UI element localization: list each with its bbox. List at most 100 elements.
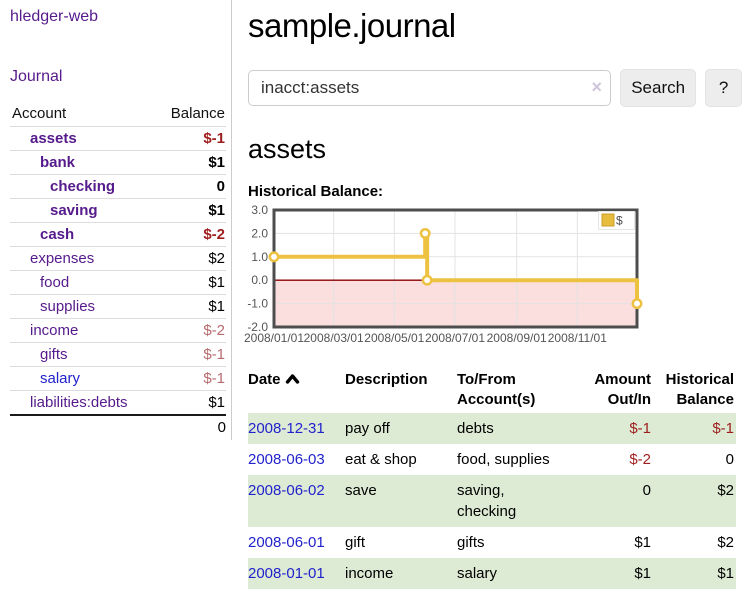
- column-header-accounts: To/From Account(s): [457, 371, 536, 408]
- svg-text:0.0: 0.0: [251, 273, 268, 287]
- svg-text:-1.0: -1.0: [247, 297, 268, 311]
- svg-text:3.0: 3.0: [251, 203, 268, 217]
- search-button[interactable]: Search: [620, 69, 697, 107]
- transaction-balance: $-1: [653, 413, 736, 444]
- account-link[interactable]: supplies: [40, 298, 96, 315]
- account-row: liabilities:debts $1: [10, 390, 226, 415]
- search-bar: × Search ?: [248, 69, 742, 107]
- transaction-row: 2008-06-01 gift gifts $1 $2: [248, 527, 736, 558]
- transaction-row: 2008-06-02 save saving, checking 0 $2: [248, 475, 736, 527]
- transaction-date-link[interactable]: 2008-06-01: [248, 534, 325, 551]
- svg-text:2008/07/01: 2008/07/01: [425, 331, 485, 345]
- transaction-amount: $-1: [575, 413, 653, 444]
- sidebar-item-journal[interactable]: Journal: [10, 68, 63, 85]
- transaction-accounts: salary: [457, 558, 575, 589]
- transaction-amount: $-2: [629, 451, 651, 468]
- account-link[interactable]: checking: [50, 178, 116, 195]
- account-row: cash $-2: [10, 222, 226, 247]
- sidebar: hledger-web Journal Account Balance asse…: [0, 0, 232, 440]
- account-balance: $1: [155, 390, 226, 415]
- account-row: expenses $2: [10, 246, 226, 271]
- chart-title: Historical Balance:: [248, 183, 384, 200]
- account-balance: $-2: [155, 318, 226, 343]
- transaction-date-link[interactable]: 2008-12-31: [248, 420, 325, 437]
- transaction-accounts: gifts: [457, 534, 485, 551]
- transaction-accounts: food, supplies: [457, 451, 550, 468]
- account-link[interactable]: cash: [40, 226, 75, 243]
- search-input[interactable]: [248, 70, 611, 106]
- transaction-date-link[interactable]: 2008-06-03: [248, 451, 325, 468]
- account-balance: $-1: [155, 366, 226, 391]
- account-row: bank $1: [10, 150, 226, 175]
- transaction-row: 2008-01-01 income salary $1 $1: [248, 558, 736, 589]
- svg-text:-2.0: -2.0: [247, 320, 268, 334]
- transaction-amount: $1: [575, 558, 653, 589]
- transaction-description: save: [345, 475, 457, 527]
- account-link[interactable]: saving: [50, 202, 98, 219]
- account-row: saving $1: [10, 198, 226, 223]
- transaction-row: 2008-12-31 pay off debts $-1 $-1: [248, 413, 736, 444]
- account-row: assets $-1: [10, 126, 226, 151]
- account-row: income $-2: [10, 318, 226, 343]
- account-link[interactable]: expenses: [30, 250, 95, 267]
- account-balance: $2: [155, 246, 226, 271]
- transaction-amount: $1: [634, 534, 651, 551]
- account-balance: $1: [155, 150, 226, 175]
- transaction-description: gift: [345, 534, 366, 551]
- account-heading: assets: [248, 134, 327, 164]
- transaction-balance: $2: [717, 534, 734, 551]
- column-header-balance: Historical Balance: [665, 371, 734, 408]
- transaction-accounts: saving, checking: [457, 475, 575, 527]
- account-link[interactable]: bank: [40, 154, 76, 171]
- account-balance: $1: [155, 294, 226, 319]
- svg-text:1.0: 1.0: [251, 250, 268, 264]
- svg-text:2.0: 2.0: [251, 226, 268, 240]
- account-link[interactable]: income: [30, 322, 79, 339]
- clear-search-icon[interactable]: ×: [591, 77, 602, 97]
- svg-text:2008/09/01: 2008/09/01: [487, 331, 547, 345]
- transactions-header-row: Date Description To/From Account(s) Amoun…: [248, 367, 736, 413]
- account-link[interactable]: liabilities:debts: [30, 394, 128, 411]
- accounts-table: Account Balance assets $-1 bank $1 check…: [10, 102, 226, 439]
- svg-text:2008/11/01: 2008/11/01: [548, 331, 607, 345]
- brand-link[interactable]: hledger-web: [10, 8, 99, 25]
- svg-text:2008/05/01: 2008/05/01: [364, 331, 424, 345]
- account-row: salary $-1: [10, 366, 226, 391]
- transaction-date-link[interactable]: 2008-01-01: [248, 565, 325, 582]
- transaction-balance: 0: [725, 451, 734, 468]
- account-link[interactable]: assets: [30, 130, 77, 147]
- transaction-balance: $2: [653, 475, 736, 527]
- svg-text:2008/01/01: 2008/01/01: [244, 331, 304, 345]
- account-row: checking 0: [10, 174, 226, 199]
- account-balance: $1: [155, 270, 226, 295]
- account-row: food $1: [10, 270, 226, 295]
- help-button[interactable]: ?: [705, 69, 742, 107]
- account-balance: $1: [155, 198, 226, 223]
- transaction-row: 2008-06-03 eat & shop food, supplies $-2…: [248, 444, 736, 475]
- transaction-amount: 0: [575, 475, 653, 527]
- account-row: supplies $1: [10, 294, 226, 319]
- accounts-total-row: 0: [10, 414, 226, 439]
- account-link[interactable]: gifts: [40, 346, 68, 363]
- column-header-date[interactable]: Date: [248, 367, 345, 413]
- accounts-total-value: 0: [10, 414, 226, 439]
- transaction-balance: $1: [653, 558, 736, 589]
- svg-text:$: $: [616, 214, 623, 228]
- transaction-date-link[interactable]: 2008-06-02: [248, 482, 325, 499]
- transaction-description: eat & shop: [345, 451, 417, 468]
- column-header-description: Description: [345, 371, 428, 388]
- account-link[interactable]: food: [40, 274, 70, 291]
- transaction-description: pay off: [345, 413, 457, 444]
- historical-balance-chart: 3.0 2.0 1.0 0.0 -1.0 -2.0 2008/01/01 2008/03/01…: [244, 203, 742, 351]
- transaction-description: income: [345, 558, 457, 589]
- account-link[interactable]: salary: [40, 370, 81, 387]
- account-balance: $-2: [155, 222, 226, 247]
- account-balance: $-1: [155, 126, 226, 151]
- accounts-header-balance: Balance: [170, 105, 225, 122]
- svg-text:2008/03/01: 2008/03/01: [304, 331, 364, 345]
- transactions-table: Date Description To/From Account(s) Amoun…: [248, 367, 736, 589]
- column-header-amount: Amount Out/In: [594, 371, 651, 408]
- transaction-accounts: debts: [457, 413, 575, 444]
